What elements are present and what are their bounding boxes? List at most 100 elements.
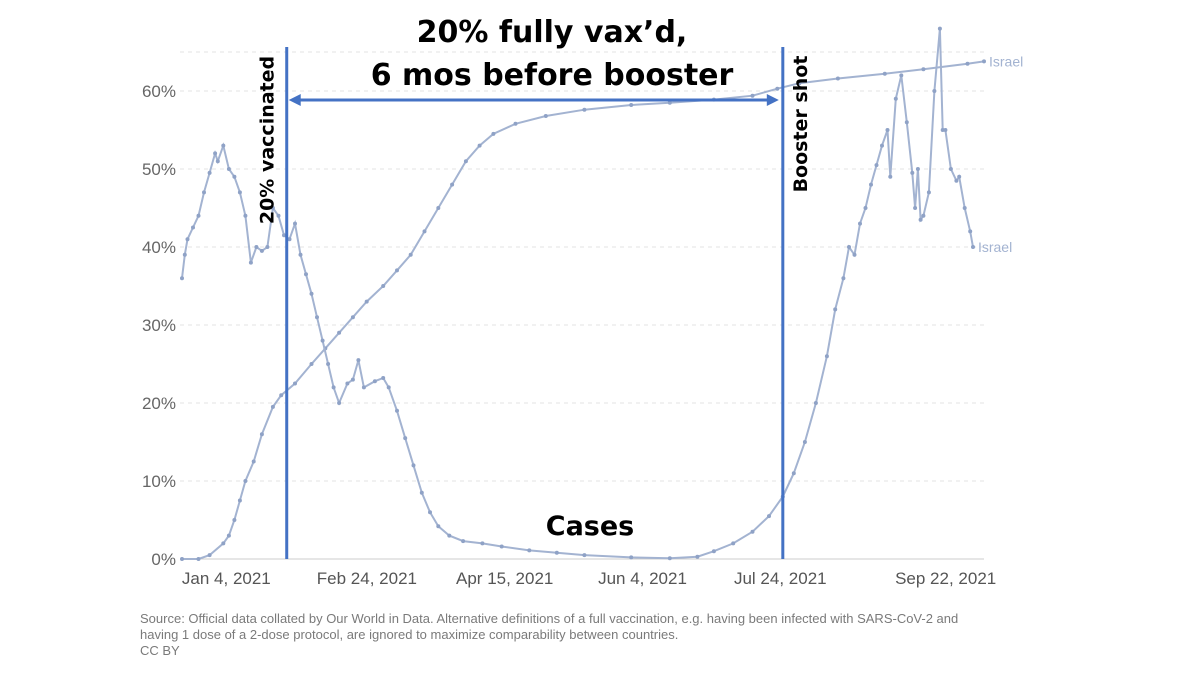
data-point	[320, 338, 325, 343]
data-point	[477, 143, 482, 148]
y-tick-label: 0%	[151, 550, 176, 569]
data-point	[282, 233, 286, 238]
data-point	[885, 128, 890, 132]
data-point	[910, 170, 915, 175]
data-point	[957, 174, 962, 179]
data-point	[337, 330, 342, 335]
data-point	[899, 73, 904, 78]
data-point	[254, 245, 259, 249]
data-point	[926, 190, 931, 195]
chart-title-line-2: 6 mos before booster	[371, 58, 734, 93]
data-point	[711, 549, 716, 554]
data-point	[364, 299, 369, 304]
marker-layer: 20% vaccinated Booster shot	[257, 47, 812, 559]
data-point	[411, 463, 416, 468]
data-point	[543, 114, 548, 118]
data-point	[180, 276, 184, 281]
data-point	[243, 213, 248, 218]
data-point	[221, 541, 226, 546]
data-point	[381, 284, 386, 288]
span-arrowhead-right	[766, 94, 779, 106]
data-point	[182, 252, 187, 257]
data-point	[841, 276, 846, 281]
y-tick-label: 60%	[142, 82, 176, 101]
data-point	[232, 174, 237, 179]
data-point	[582, 107, 587, 112]
x-tick-label: Sep 22, 2021	[895, 569, 996, 588]
data-point	[874, 163, 879, 168]
x-tick-label: Apr 15, 2021	[456, 569, 553, 588]
y-tick-label: 10%	[142, 472, 176, 491]
x-tick-label: Feb 24, 2021	[317, 569, 417, 588]
data-point	[527, 548, 532, 553]
data-point	[304, 272, 308, 277]
data-point	[279, 393, 284, 398]
data-point	[888, 174, 893, 179]
data-point	[386, 385, 391, 390]
series-vaccinated: Israel	[180, 53, 1023, 561]
data-point	[372, 379, 377, 384]
data-point	[948, 167, 953, 171]
x-tick-label: Jan 4, 2021	[182, 569, 271, 588]
source-note-line-3: CC BY	[140, 643, 180, 658]
data-point	[904, 120, 909, 125]
data-point	[513, 121, 518, 126]
data-point	[982, 59, 986, 64]
data-point	[248, 260, 253, 265]
data-point	[491, 131, 496, 136]
data-point	[419, 490, 424, 495]
source-note-line-1: Source: Official data collated by Our Wo…	[140, 611, 959, 626]
data-point	[824, 354, 829, 359]
data-point	[775, 86, 780, 91]
x-tick-label: Jul 24, 2021	[734, 569, 827, 588]
data-point	[852, 252, 857, 257]
data-point	[869, 182, 873, 187]
x-axis-ticks: Jan 4, 2021 Feb 24, 2021 Apr 15, 2021 Jun 4…	[182, 569, 996, 588]
data-point	[968, 229, 973, 234]
data-point	[237, 190, 242, 195]
data-point	[381, 376, 386, 380]
data-point	[215, 159, 220, 164]
y-tick-label: 40%	[142, 238, 176, 257]
data-point	[408, 252, 413, 257]
data-point	[356, 358, 361, 363]
data-point	[350, 377, 355, 382]
y-tick-label: 50%	[142, 160, 176, 179]
data-point	[226, 533, 231, 538]
data-point	[207, 170, 212, 175]
data-point	[226, 167, 231, 171]
data-point	[265, 245, 270, 249]
data-point	[309, 362, 314, 366]
data-point	[629, 103, 634, 107]
data-point	[395, 268, 399, 273]
data-point	[813, 401, 818, 405]
data-point	[436, 524, 441, 529]
series-end-label-cases: Israel	[978, 239, 1012, 255]
data-point	[243, 479, 248, 483]
source-note-line-2: having 1 dose of a 2-dose protocol, are …	[140, 627, 679, 642]
data-point	[196, 557, 201, 561]
marker-label-0: 20% vaccinated	[257, 56, 279, 224]
x-tick-label: Jun 4, 2021	[598, 569, 687, 588]
data-point	[797, 81, 802, 86]
data-point	[232, 518, 237, 522]
data-point	[185, 237, 190, 242]
data-point	[436, 206, 441, 210]
data-point	[447, 533, 452, 538]
data-point	[965, 61, 970, 66]
source-note: Source: Official data collated by Our Wo…	[140, 611, 1140, 659]
data-point	[731, 541, 736, 546]
data-point	[196, 213, 201, 218]
data-point	[259, 248, 264, 253]
data-point	[847, 245, 851, 249]
data-point	[835, 76, 840, 81]
data-point	[833, 307, 838, 312]
marker-label-1: Booster shot	[790, 56, 812, 193]
data-point	[270, 206, 275, 210]
data-point	[480, 541, 485, 546]
data-point	[943, 128, 948, 132]
data-point	[915, 167, 920, 171]
data-point	[921, 67, 926, 72]
data-point	[213, 151, 218, 156]
